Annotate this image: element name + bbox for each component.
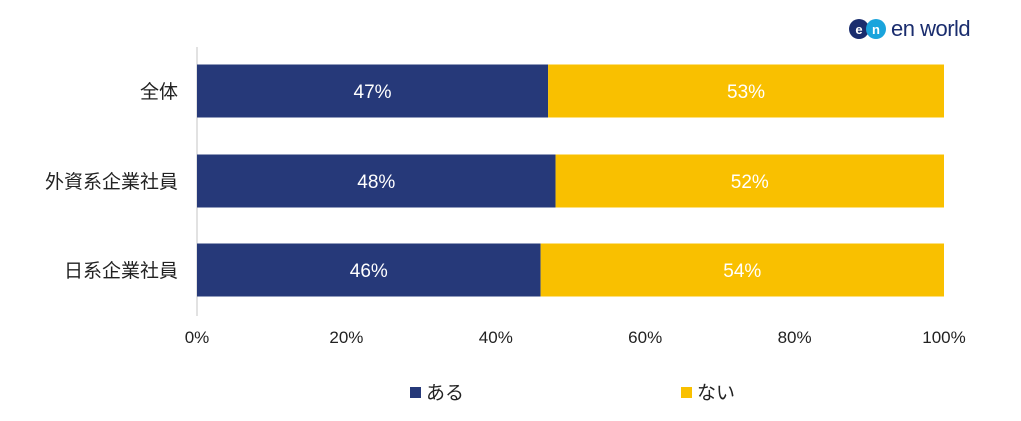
data-label: 54% — [723, 261, 761, 282]
x-tick-label: 100% — [922, 328, 965, 347]
logo-circle-n-letter: n — [872, 22, 880, 37]
legend-swatch — [681, 387, 692, 398]
category-label: 外資系企業社員 — [45, 171, 178, 193]
data-label: 48% — [357, 172, 395, 193]
legend-label: ある — [426, 382, 464, 404]
data-label: 52% — [731, 172, 769, 193]
x-tick-label: 0% — [185, 328, 210, 347]
legend: ある ない — [410, 382, 735, 404]
legend-label: ない — [697, 382, 735, 404]
bar-segment-aru — [197, 243, 541, 297]
bar-segment-nai — [548, 64, 944, 118]
legend-swatch — [410, 387, 421, 398]
en-world-logo: e n en world — [849, 16, 971, 41]
bar-segment-nai — [555, 154, 944, 208]
bar-segment-aru — [197, 154, 556, 208]
bar-segment-nai — [540, 243, 944, 297]
bars — [197, 64, 944, 297]
category-label: 全体 — [140, 81, 178, 103]
x-tick-label: 80% — [778, 328, 812, 347]
logo-circle-e — [849, 19, 869, 39]
x-tick-label: 60% — [628, 328, 662, 347]
bar-segment-aru — [197, 64, 549, 118]
logo-wordmark: en world — [891, 16, 970, 41]
x-axis-tick-labels: 0% 20% 40% 60% 80% 100% — [185, 328, 966, 347]
data-label: 47% — [354, 82, 392, 103]
data-label: 46% — [350, 261, 388, 282]
x-tick-label: 20% — [329, 328, 363, 347]
data-label: 53% — [727, 82, 765, 103]
logo-circle-n — [866, 19, 886, 39]
data-labels: 47% 53% 48% 52% 46% 54% — [350, 82, 769, 282]
x-tick-label: 40% — [479, 328, 513, 347]
logo-circle-e-letter: e — [855, 22, 862, 37]
category-label: 日系企業社員 — [64, 260, 178, 282]
